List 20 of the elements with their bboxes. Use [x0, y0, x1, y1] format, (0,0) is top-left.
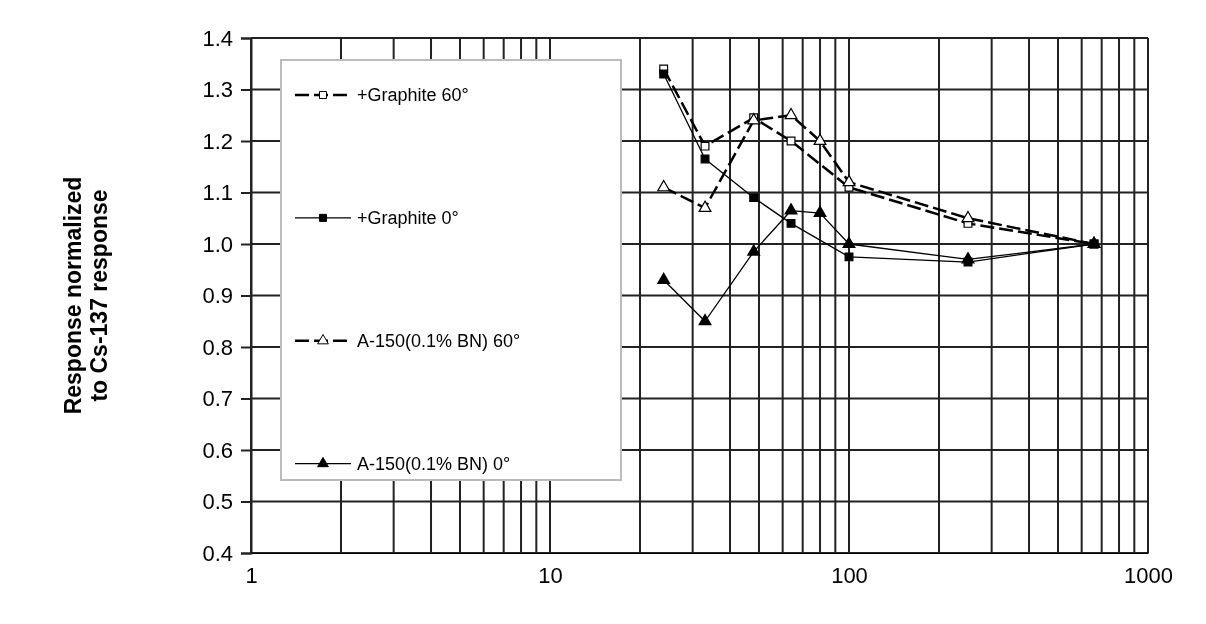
y-tick-label: 0.9: [202, 283, 233, 309]
x-tick-label: 1: [245, 562, 258, 588]
y-tick-label: 1.2: [202, 128, 233, 154]
legend-label: +Graphite 0°: [357, 208, 459, 229]
y-tick-label: 0.6: [202, 437, 233, 463]
x-tick-label: 1000: [1124, 562, 1173, 588]
y-tick-label: 0.5: [202, 489, 233, 515]
y-tick-label: 0.4: [202, 540, 233, 566]
y-axis-title: Response normalized to Cs-137 response: [60, 176, 113, 415]
x-tick-label: 10: [538, 562, 563, 588]
legend-label: A-150(0.1% BN) 60°: [357, 331, 521, 352]
y-tick-label: 1.0: [202, 231, 233, 257]
y-tick-label: 1.3: [202, 77, 233, 103]
y-tick-label: 1.1: [202, 180, 233, 206]
legend-label: +Graphite 60°: [357, 85, 469, 106]
legend-label: A-150(0.1% BN) 0°: [357, 453, 511, 474]
y-tick-label: 1.4: [202, 25, 233, 51]
y-tick-label: 0.7: [202, 386, 233, 412]
y-tick-label: 0.8: [202, 334, 233, 360]
x-tick-label: 100: [831, 562, 868, 588]
